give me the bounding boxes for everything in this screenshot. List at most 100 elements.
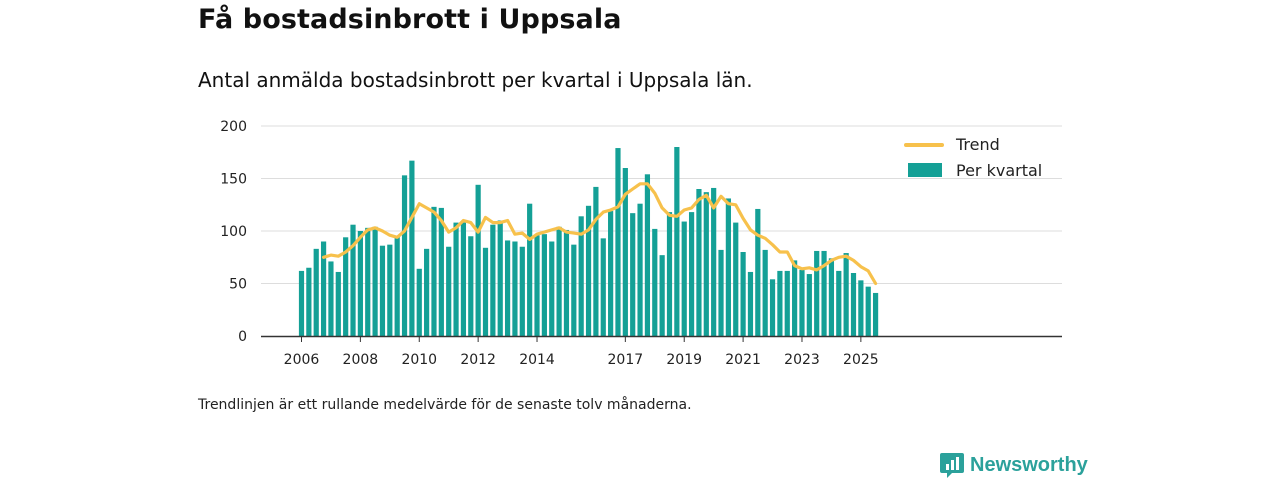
- bar: [872, 292, 879, 336]
- x-tick-label: 2012: [460, 352, 496, 368]
- y-tick-label: 0: [238, 329, 247, 345]
- bar: [424, 248, 430, 336]
- bar: [828, 258, 835, 336]
- bar: [490, 224, 496, 336]
- bar: [711, 187, 717, 336]
- bar: [475, 184, 481, 336]
- bar: [622, 168, 628, 336]
- chart-title: Få bostadsinbrott i Uppsala: [198, 4, 622, 35]
- bar: [350, 224, 356, 336]
- y-axis: 0 50 100 150 200: [220, 119, 247, 345]
- x-tick-label: 2014: [519, 352, 555, 368]
- bar: [468, 236, 474, 336]
- bar: [387, 244, 393, 336]
- bar: [659, 255, 665, 336]
- bar: [600, 238, 606, 336]
- bar: [453, 222, 459, 336]
- bar: [725, 198, 731, 336]
- x-tick-label: 2021: [725, 352, 761, 368]
- bar: [343, 237, 349, 336]
- bar: [335, 271, 341, 336]
- bar: [681, 221, 687, 336]
- x-tick-label: 2023: [784, 352, 820, 368]
- bar: [519, 246, 525, 336]
- bar: [806, 274, 812, 336]
- bar: [593, 186, 599, 336]
- bar: [563, 229, 570, 336]
- bar: [409, 160, 415, 336]
- bar: [821, 250, 827, 336]
- bar: [438, 207, 444, 336]
- bar: [755, 208, 761, 336]
- bar: [357, 231, 363, 336]
- bar: [652, 228, 658, 336]
- bar: [836, 270, 842, 336]
- newsworthy-logo-icon: [940, 453, 964, 478]
- bar: [460, 222, 467, 336]
- x-tick-label: 2019: [666, 352, 702, 368]
- y-tick-label: 100: [220, 224, 247, 240]
- y-tick-label: 50: [229, 277, 247, 293]
- bar-series: [298, 147, 879, 336]
- bar: [394, 236, 400, 336]
- bar: [850, 273, 857, 336]
- legend-bar-swatch: [908, 163, 942, 177]
- bar: [512, 241, 518, 336]
- x-tick-label: 2006: [284, 352, 320, 368]
- bar: [674, 147, 680, 336]
- bar: [718, 249, 724, 336]
- bar: [313, 248, 319, 336]
- bar: [799, 269, 805, 336]
- newsworthy-logo-text: Newsworthy: [970, 453, 1088, 476]
- footnote: Trendlinjen är ett rullande medelvärde f…: [198, 397, 692, 413]
- bar: [740, 252, 746, 336]
- bar: [644, 174, 651, 336]
- bar: [306, 267, 312, 336]
- bar: [556, 226, 562, 336]
- bar: [608, 211, 614, 336]
- bar: [733, 222, 739, 336]
- trend-line: [322, 182, 878, 286]
- bar: [814, 250, 820, 336]
- x-tick-label: 2025: [843, 352, 879, 368]
- bar: [401, 175, 408, 336]
- bar: [365, 227, 371, 336]
- bar: [585, 205, 592, 336]
- bar: [298, 270, 305, 336]
- bar: [630, 213, 636, 336]
- chart-subtitle: Antal anmälda bostadsinbrott per kvartal…: [198, 68, 753, 92]
- bar: [571, 244, 577, 336]
- trend-series: [322, 182, 878, 286]
- bar: [747, 271, 754, 336]
- bar: [777, 270, 783, 336]
- bar: [527, 203, 533, 336]
- bar: [784, 270, 790, 336]
- bar: [578, 216, 584, 336]
- bar: [372, 226, 378, 336]
- x-tick-label: 2008: [343, 352, 379, 368]
- bar: [320, 241, 327, 336]
- bar: [858, 280, 864, 336]
- y-tick-label: 150: [220, 172, 247, 188]
- bar: [379, 245, 386, 336]
- bar: [792, 260, 798, 336]
- bar: [637, 203, 643, 336]
- x-tick-label: 2010: [401, 352, 437, 368]
- bar: [688, 212, 695, 336]
- bar: [769, 279, 776, 336]
- bar: [416, 268, 422, 336]
- legend: Trend Per kvartal: [904, 135, 1042, 180]
- bar: [328, 261, 334, 336]
- y-tick-label: 200: [220, 119, 247, 135]
- x-axis: 2006 2008 2010 2012 2014 2017 2019 2021 2023 2025: [261, 335, 1062, 368]
- bar: [696, 189, 702, 336]
- bar: [762, 249, 768, 336]
- bar: [549, 241, 555, 336]
- newsworthy-logo[interactable]: Newsworthy: [940, 451, 1088, 479]
- bar: [446, 246, 452, 336]
- bar: [843, 253, 849, 336]
- legend-bar-label: Per kvartal: [956, 161, 1042, 180]
- legend-trend-label: Trend: [955, 135, 1000, 154]
- bar: [431, 206, 437, 336]
